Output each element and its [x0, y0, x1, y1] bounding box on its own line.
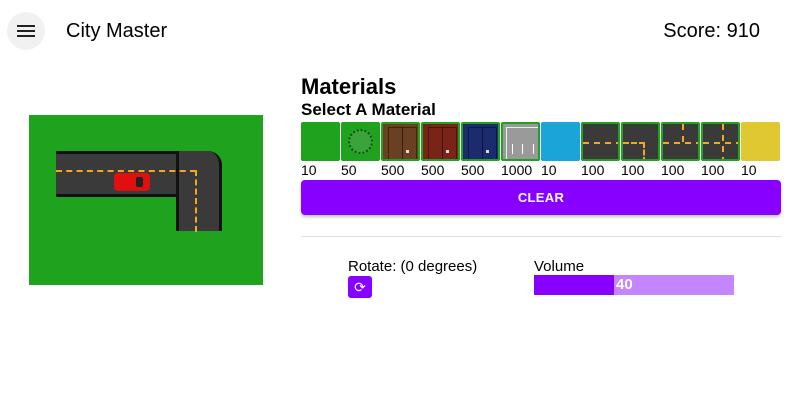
rotate-button[interactable]: ⟳: [348, 276, 372, 298]
material-price: 100: [661, 162, 685, 178]
material-tile-grass[interactable]: [301, 122, 340, 161]
material-price: 10: [541, 162, 557, 178]
volume-label: Volume: [534, 258, 585, 275]
material-price: 500: [421, 162, 445, 178]
material-tile-blue-building[interactable]: [461, 122, 500, 161]
road-vertical: [176, 151, 222, 231]
materials-panel: Materials Select A Material 10 50 500 500 50…: [301, 74, 781, 215]
material-tile-road-t-junction[interactable]: [661, 122, 700, 161]
material-price: 100: [701, 162, 725, 178]
app-bar: City Master Score: 910: [0, 0, 800, 64]
rotate-icon: ⟳: [354, 279, 366, 295]
road-center-line: [56, 170, 196, 172]
score-display: Score: 910: [663, 20, 760, 42]
divider: [301, 236, 781, 237]
clear-button[interactable]: CLEAR: [301, 180, 781, 215]
material-tile-parking[interactable]: [501, 122, 540, 161]
material-price: 100: [581, 162, 605, 178]
material-tile-red-building[interactable]: [421, 122, 460, 161]
material-tiles: [301, 122, 781, 161]
menu-button[interactable]: [7, 12, 45, 50]
material-price: 1000: [501, 162, 533, 178]
material-price: 10: [741, 162, 757, 178]
city-map-canvas[interactable]: [29, 115, 263, 285]
volume-fill: [534, 275, 614, 295]
material-tile-sand[interactable]: [741, 122, 780, 161]
material-price: 100: [621, 162, 645, 178]
material-tile-road-straight[interactable]: [581, 122, 620, 161]
material-price: 50: [341, 162, 357, 178]
select-material-heading: Select A Material: [301, 100, 436, 119]
material-price: 500: [461, 162, 485, 178]
hamburger-icon-bar: [17, 25, 35, 27]
volume-slider[interactable]: 40: [534, 275, 734, 295]
material-prices: 10 50 500 500 500 1000 10 100 100 100 100 10: [301, 162, 781, 180]
material-tile-water[interactable]: [541, 122, 580, 161]
hamburger-icon-bar: [17, 35, 35, 37]
material-tile-brown-building[interactable]: [381, 122, 420, 161]
app-title: City Master: [66, 20, 168, 42]
material-price: 10: [301, 162, 317, 178]
road-center-line: [195, 170, 197, 232]
car: [114, 173, 150, 191]
material-tile-tree[interactable]: [341, 122, 380, 161]
volume-value: 40: [616, 276, 633, 293]
material-tile-road-curve[interactable]: [621, 122, 660, 161]
materials-heading: Materials: [301, 74, 397, 99]
car-window: [136, 177, 143, 187]
material-price: 500: [381, 162, 405, 178]
material-tile-road-cross[interactable]: [701, 122, 740, 161]
hamburger-icon-bar: [17, 30, 35, 32]
rotate-label: Rotate: (0 degrees): [348, 258, 478, 275]
